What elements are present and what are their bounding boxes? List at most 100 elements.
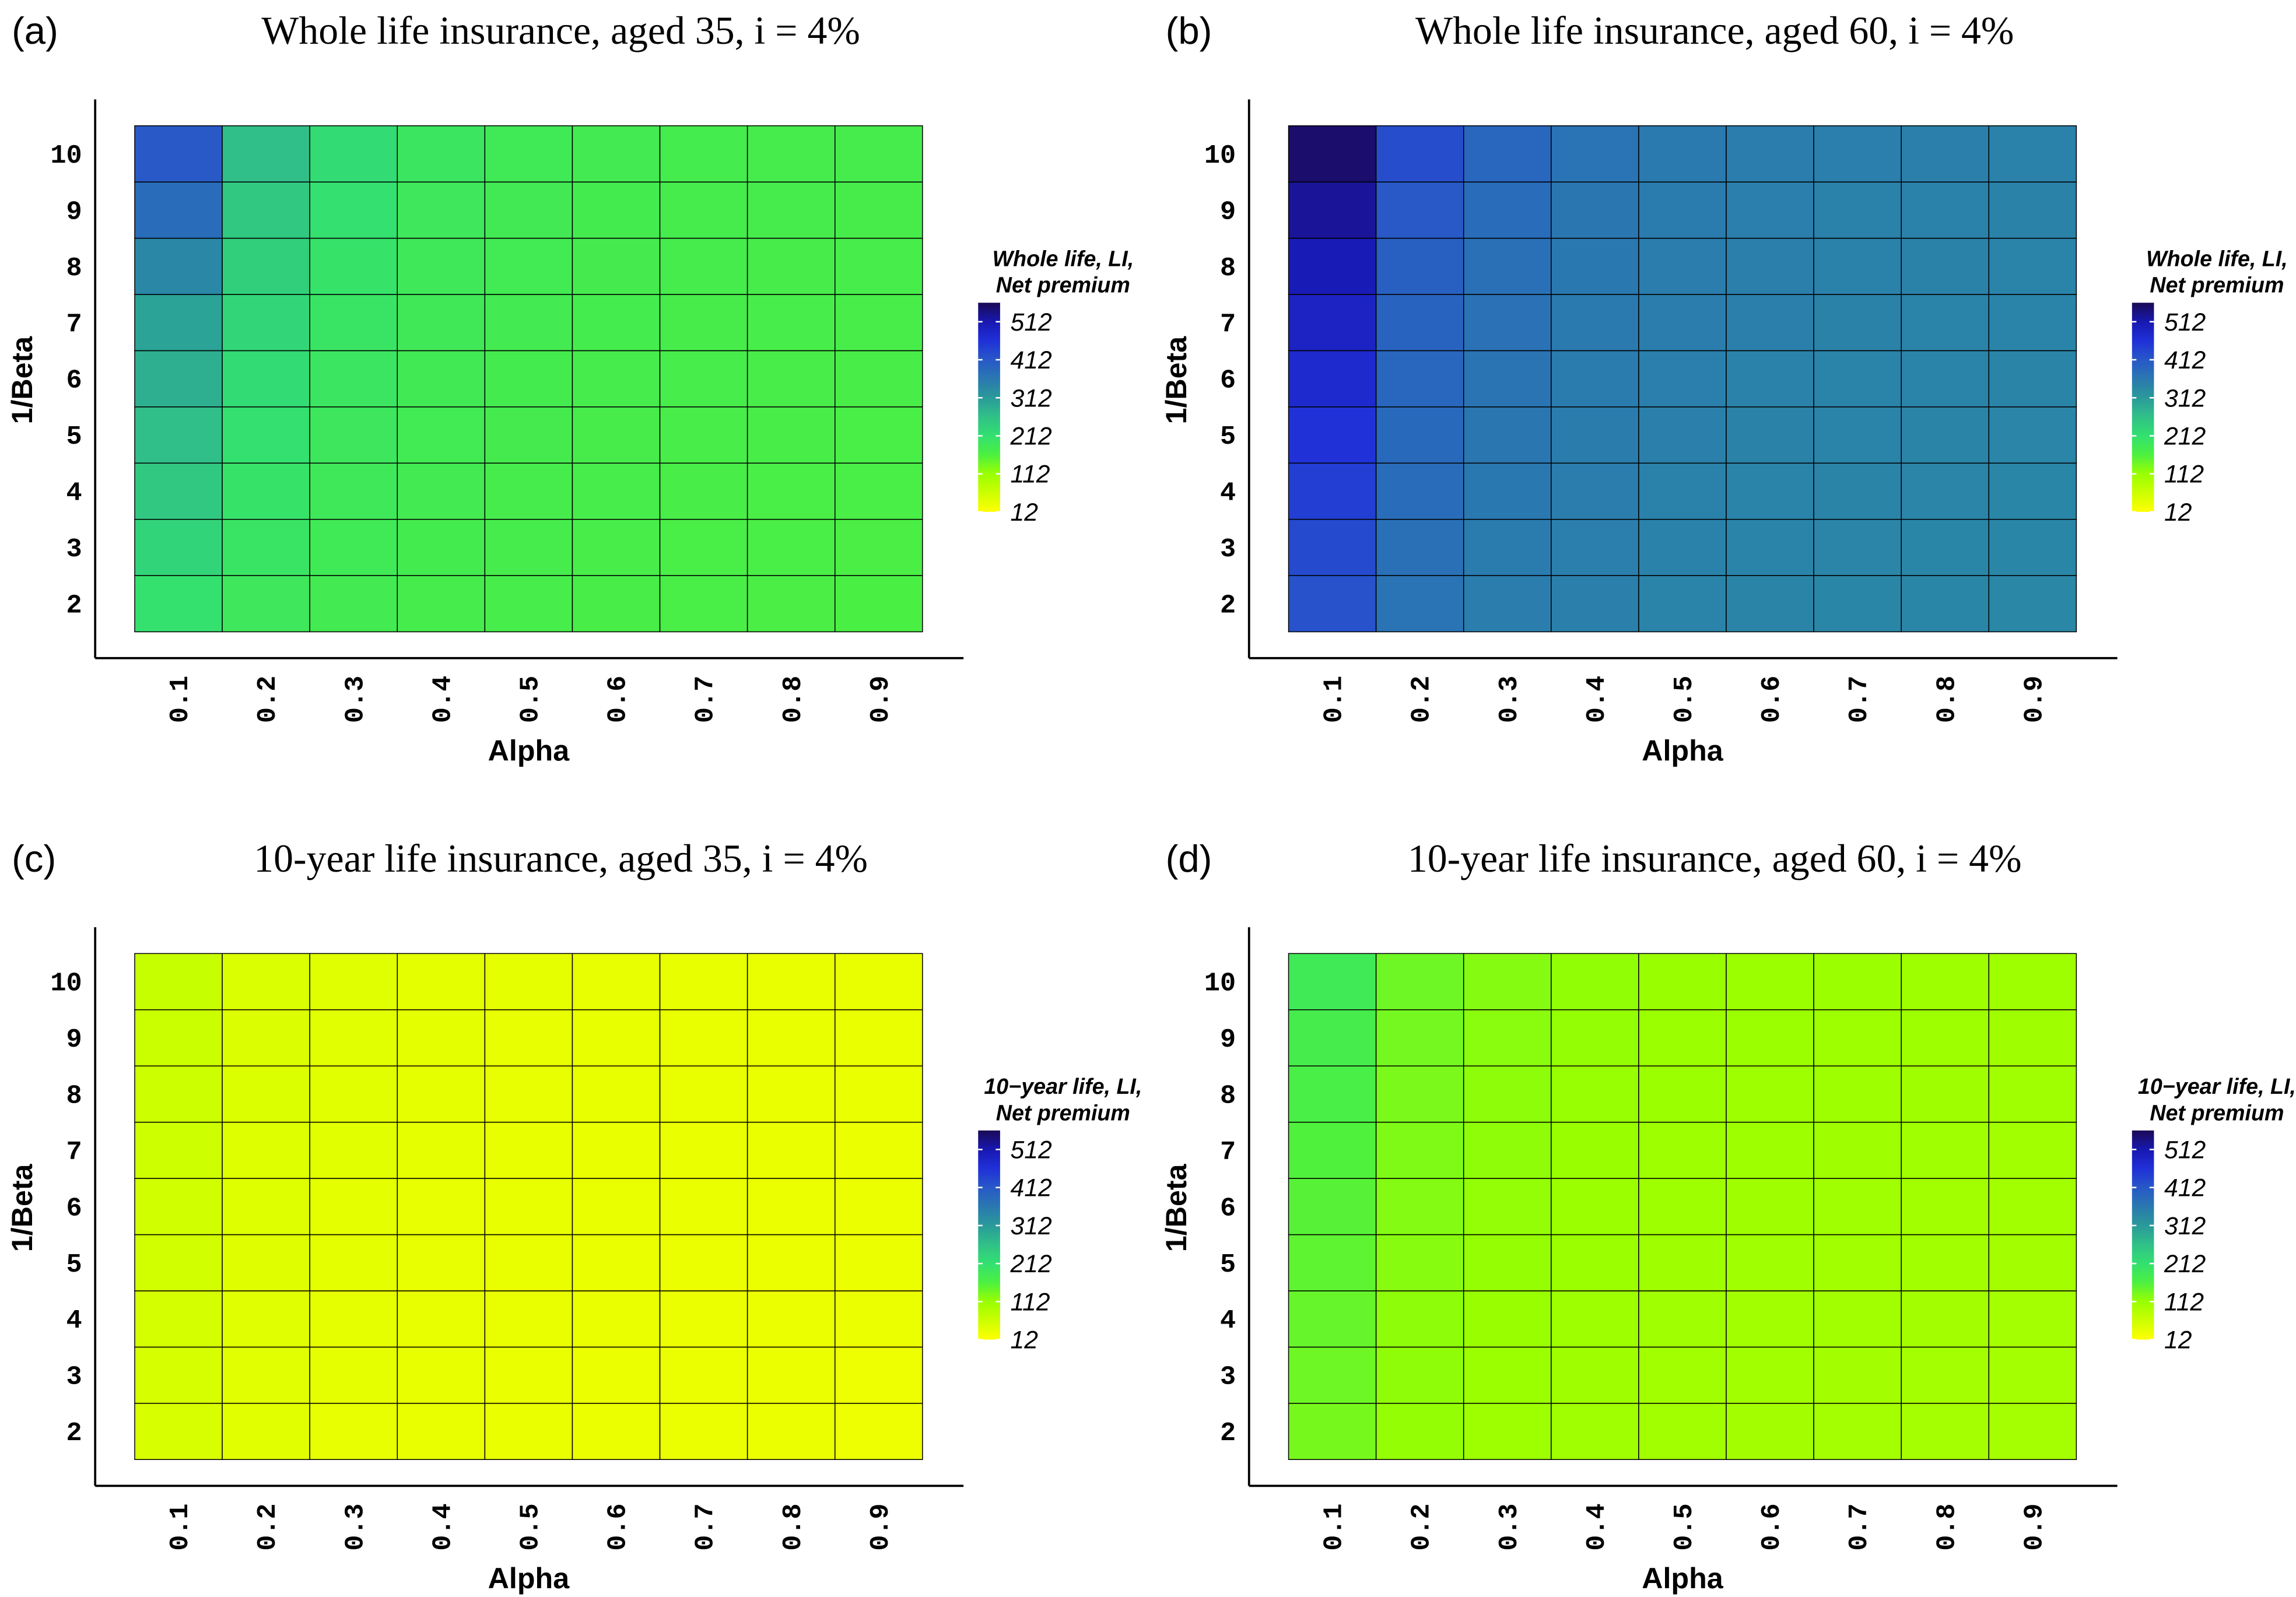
heat-cell <box>1901 953 1990 1010</box>
heat-cell <box>572 350 661 408</box>
heat-cell <box>834 125 923 182</box>
heat-cell <box>397 953 486 1010</box>
y-tick-label: 10 <box>50 141 82 171</box>
colorbar-tick-label: 512 <box>2164 308 2206 336</box>
y-tick-label: 9 <box>66 1024 82 1055</box>
heat-cell <box>1288 237 1377 295</box>
heat-cell <box>222 294 310 352</box>
y-tick-label: 3 <box>1220 1362 1236 1392</box>
y-tick-label: 5 <box>1220 1249 1236 1280</box>
heat-cell <box>484 1403 573 1460</box>
heat-cell <box>834 1065 923 1123</box>
heat-cell <box>1551 1403 1639 1460</box>
heat-cell <box>746 518 836 576</box>
heat-cell <box>1988 1346 2077 1404</box>
heat-cell <box>1726 1065 1814 1123</box>
heat-cell <box>1901 125 1990 182</box>
colorbar-tick-label: 112 <box>1010 461 1050 489</box>
heat-cell <box>1988 1121 2077 1179</box>
colorbar-tick-label: 12 <box>1010 1326 1038 1354</box>
heat-cell <box>1288 1290 1377 1348</box>
heat-cell <box>1901 294 1990 352</box>
heat-cell <box>834 1290 923 1348</box>
heat-cell <box>572 1121 661 1179</box>
heat-cell <box>1813 237 1902 295</box>
heat-cell <box>1813 953 1902 1010</box>
x-axis-label: Alpha <box>488 1562 570 1595</box>
colorbar-tick-label: 512 <box>1010 308 1051 336</box>
heat-cell <box>572 1065 661 1123</box>
colorbar-title: Net premium <box>996 273 1130 297</box>
heat-cell <box>1988 1178 2077 1236</box>
heat-cell <box>834 1009 923 1066</box>
heat-cell <box>1638 237 1727 295</box>
heat-cell <box>1901 462 1990 520</box>
heat-cell <box>746 1178 836 1236</box>
heat-cell <box>746 1290 836 1348</box>
colorbar-tick-label: 212 <box>1009 423 1051 451</box>
heat-cell <box>397 294 486 352</box>
heat-cell <box>1813 1290 1902 1348</box>
colorbar-tick-label: 412 <box>1010 346 1051 374</box>
heat-cell <box>134 125 223 182</box>
heat-cell <box>834 237 923 295</box>
heat-cell <box>572 294 661 352</box>
heat-cell <box>746 237 836 295</box>
heat-cell <box>1988 1065 2077 1123</box>
y-tick-label: 7 <box>66 309 82 339</box>
heat-cell <box>746 575 836 633</box>
heat-cell <box>659 294 748 352</box>
heat-cell <box>834 1121 923 1179</box>
heat-cell <box>1726 237 1814 295</box>
heat-cell <box>1813 125 1902 182</box>
colorbar-title: Net premium <box>2150 1100 2284 1125</box>
heat-cell <box>397 1178 486 1236</box>
heat-cell <box>134 1346 223 1404</box>
heat-cell <box>834 350 923 408</box>
x-tick-label: 0.4 <box>427 676 458 723</box>
y-axis-label: 1/Beta <box>6 336 38 424</box>
heat-cell <box>834 518 923 576</box>
panel-label: (b) <box>1166 9 1212 52</box>
colorbar <box>978 303 1000 512</box>
y-tick-label: 2 <box>1220 1418 1236 1448</box>
heat-cell <box>1375 518 1464 576</box>
heat-cell <box>309 237 398 295</box>
heat-cell <box>572 1403 661 1460</box>
heat-cell <box>1375 294 1464 352</box>
x-tick-label: 0.2 <box>253 676 283 723</box>
panel: (c) 10-year life insurance, aged 35, i = … <box>6 837 1142 1595</box>
heat-cell <box>484 518 573 576</box>
colorbar-tick-label: 312 <box>1010 384 1051 412</box>
y-tick-label: 9 <box>66 196 82 227</box>
colorbar-title: Net premium <box>996 1100 1130 1125</box>
heat-cell <box>1901 1403 1990 1460</box>
heat-cell <box>746 1234 836 1291</box>
y-tick-label: 6 <box>1220 366 1236 396</box>
heat-cell <box>1901 237 1990 295</box>
heat-cell <box>134 181 223 239</box>
heat-cell <box>572 125 661 182</box>
heat-cell <box>1551 125 1639 182</box>
heat-cell <box>397 350 486 408</box>
heat-cell <box>222 350 310 408</box>
heat-cell <box>309 1009 398 1066</box>
y-tick-label: 3 <box>1220 534 1236 564</box>
heat-cell <box>1901 575 1990 633</box>
heat-cell <box>222 518 310 576</box>
x-tick-label: 0.1 <box>1319 1503 1349 1550</box>
heat-cell <box>1988 1009 2077 1066</box>
heat-cell <box>222 125 310 182</box>
heat-cell <box>1375 1065 1464 1123</box>
y-tick-label: 9 <box>1220 196 1236 227</box>
y-tick-label: 8 <box>1220 1081 1236 1111</box>
heat-cell <box>1463 462 1552 520</box>
heat-cell <box>1551 953 1639 1010</box>
heat-cell <box>1375 1009 1464 1066</box>
y-tick-label: 3 <box>66 534 82 564</box>
heat-cell <box>309 125 398 182</box>
heat-cell <box>1463 1065 1552 1123</box>
heat-cell <box>1375 406 1464 464</box>
heat-cell <box>1638 350 1727 408</box>
